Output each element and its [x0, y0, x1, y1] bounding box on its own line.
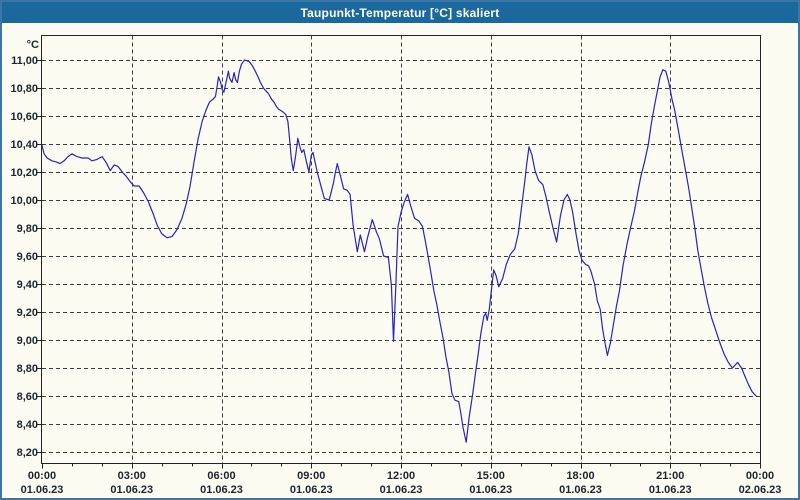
y-tick-label: 9,00 [17, 335, 38, 347]
x-tick-time-label: 00:00 [746, 470, 774, 482]
x-tick-time-label: 21:00 [656, 470, 684, 482]
x-tick-time-label: 06:00 [207, 470, 235, 482]
y-tick-label: 9,40 [17, 279, 38, 291]
chart-title: Taupunkt-Temperatur [°C] skaliert [300, 5, 500, 20]
y-tick-label: 10,00 [10, 195, 38, 207]
x-tick-date-label: 01.06.23 [380, 484, 423, 496]
x-tick-date-label: 01.06.23 [110, 484, 153, 496]
x-tick-date-label: 01.06.23 [469, 484, 512, 496]
x-tick-date-label: 02.06.23 [739, 484, 782, 496]
y-tick-label: 11,00 [11, 55, 38, 67]
x-tick-date-label: 01.06.23 [21, 484, 64, 496]
x-tick-date-label: 01.06.23 [290, 484, 333, 496]
x-tick-time-label: 00:00 [28, 470, 56, 482]
y-tick-label: 9,60 [17, 251, 38, 263]
x-tick-date-label: 01.06.23 [200, 484, 243, 496]
y-tick-label: 9,20 [17, 307, 38, 319]
y-tick-label: 10,20 [10, 167, 38, 179]
x-tick-time-label: 18:00 [566, 470, 594, 482]
y-tick-label: 8,40 [17, 419, 38, 431]
title-bar: Taupunkt-Temperatur [°C] skaliert [2, 2, 798, 23]
y-tick-label: 8,60 [17, 391, 38, 403]
y-tick-label: 9,80 [17, 223, 38, 235]
y-tick-label: 8,80 [17, 363, 38, 375]
x-tick-date-label: 01.06.23 [559, 484, 602, 496]
x-tick-date-label: 01.06.23 [649, 484, 692, 496]
x-tick-time-label: 12:00 [387, 470, 415, 482]
x-tick-time-label: 09:00 [297, 470, 325, 482]
y-tick-label: 8,20 [17, 447, 38, 459]
y-axis-unit-label: °C [27, 39, 39, 51]
x-tick-time-label: 03:00 [118, 470, 146, 482]
y-tick-label: 10,40 [10, 139, 38, 151]
y-tick-label: 10,80 [10, 83, 38, 95]
x-tick-time-label: 15:00 [477, 470, 505, 482]
dewpoint-series-line [41, 59, 757, 443]
y-tick-label: 10,60 [10, 111, 38, 123]
